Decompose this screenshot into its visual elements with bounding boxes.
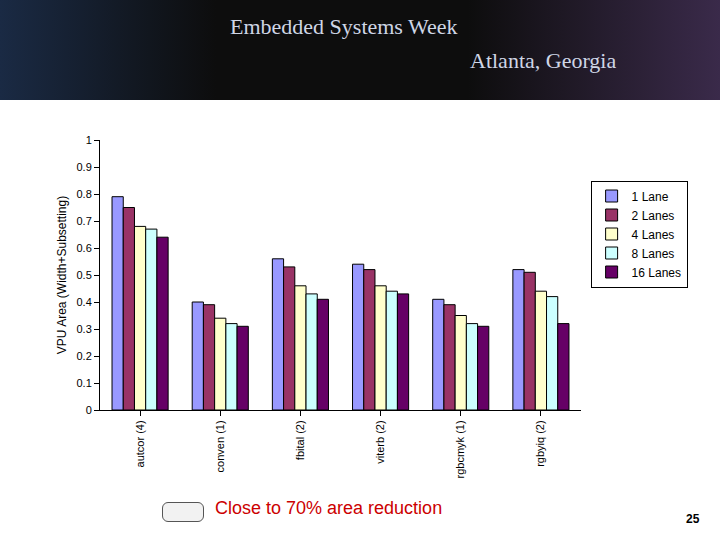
svg-text:1: 1 xyxy=(86,134,92,146)
svg-text:viterb (2): viterb (2) xyxy=(374,420,386,463)
html-text:Atlanta, Georgia: Atlanta, Georgia xyxy=(470,48,617,73)
svg-text:0.9: 0.9 xyxy=(77,161,92,173)
svg-text:16 Lanes: 16 Lanes xyxy=(632,266,681,280)
svg-text:2 Lanes: 2 Lanes xyxy=(632,209,675,223)
svg-text:0.1: 0.1 xyxy=(77,377,92,389)
svg-text:autcor (4): autcor (4) xyxy=(134,420,146,467)
html-text:25: 25 xyxy=(686,512,700,526)
svg-text:conven (1): conven (1) xyxy=(214,420,226,472)
html-text:Close to 70% area reduction: Close to 70% area reduction xyxy=(215,498,443,518)
svg-text:8 Lanes: 8 Lanes xyxy=(632,247,675,261)
svg-text:0.5: 0.5 xyxy=(77,269,92,281)
svg-text:0.8: 0.8 xyxy=(77,188,92,200)
svg-text:rgbyiq (2): rgbyiq (2) xyxy=(534,420,546,466)
html-text:Embedded Systems Week: Embedded Systems Week xyxy=(230,14,458,39)
svg-text:0: 0 xyxy=(86,404,92,416)
svg-text:0.4: 0.4 xyxy=(77,296,92,308)
svg-text:0.6: 0.6 xyxy=(77,242,92,254)
svg-text:0.2: 0.2 xyxy=(77,350,92,362)
svg-text:VPU Area (Width+Subsetting): VPU Area (Width+Subsetting) xyxy=(55,196,69,354)
svg-text:1 Lane: 1 Lane xyxy=(632,190,669,204)
svg-text:fbital (2): fbital (2) xyxy=(294,420,306,460)
svg-text:rgbcmyk (1): rgbcmyk (1) xyxy=(454,420,466,478)
svg-text:0.7: 0.7 xyxy=(77,215,92,227)
svg-text:4 Lanes: 4 Lanes xyxy=(632,228,675,242)
svg-text:0.3: 0.3 xyxy=(77,323,92,335)
